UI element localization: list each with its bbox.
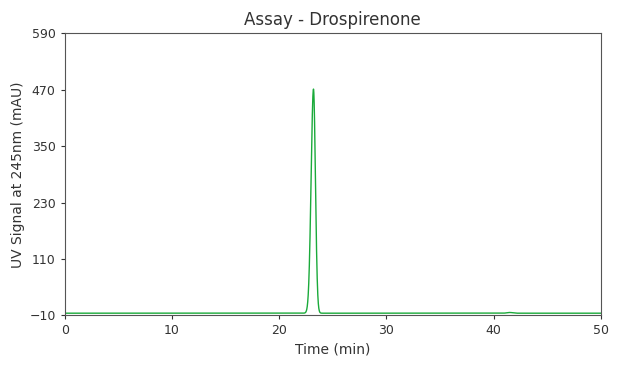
- Y-axis label: UV Signal at 245nm (mAU): UV Signal at 245nm (mAU): [11, 81, 25, 268]
- X-axis label: Time (min): Time (min): [295, 343, 371, 357]
- Title: Assay - Drospirenone: Assay - Drospirenone: [244, 11, 421, 29]
